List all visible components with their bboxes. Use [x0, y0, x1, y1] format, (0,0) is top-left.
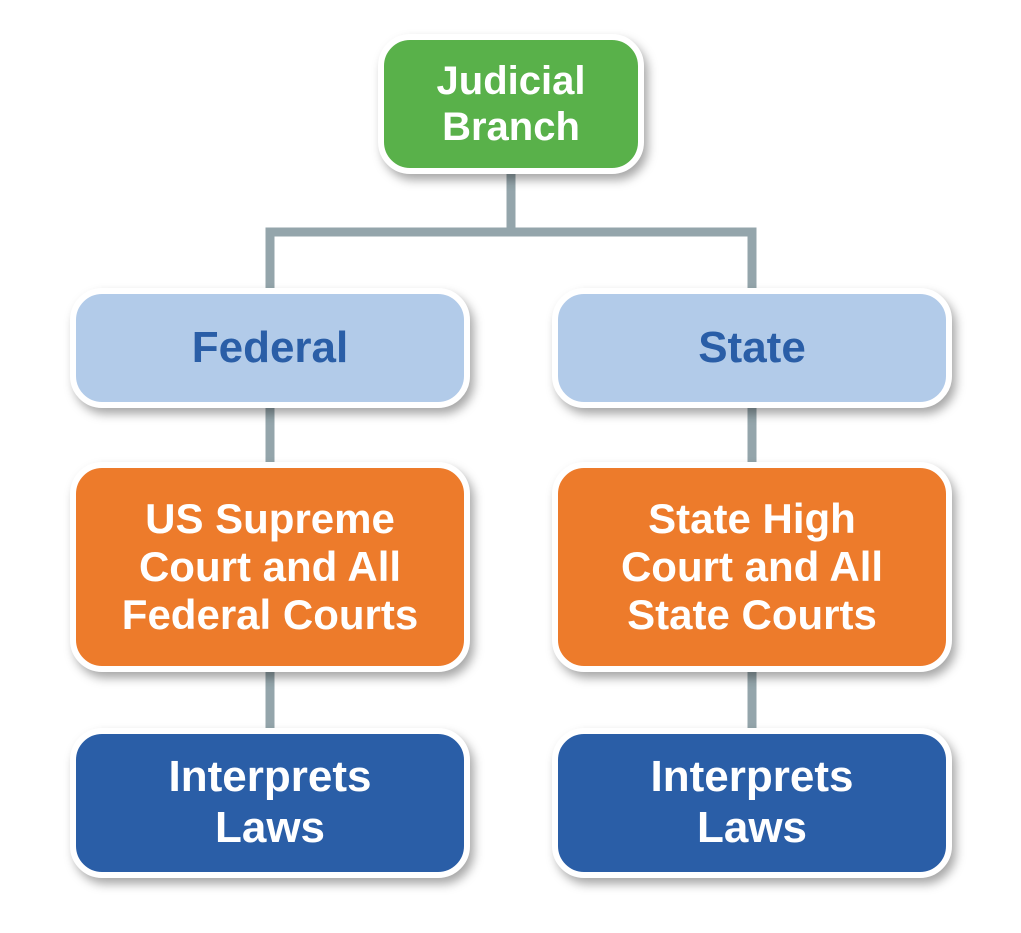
node-label: State [698, 323, 806, 374]
node-state-interprets: Interprets Laws [552, 728, 952, 878]
node-label: US Supreme Court and All Federal Courts [122, 495, 418, 640]
node-label: Federal [192, 323, 349, 374]
node-judicial-branch: Judicial Branch [378, 34, 644, 174]
node-label: State High Court and All State Courts [621, 495, 883, 640]
node-federal-interprets: Interprets Laws [70, 728, 470, 878]
node-label: Interprets Laws [651, 752, 854, 853]
node-label: Interprets Laws [169, 752, 372, 853]
node-state-courts: State High Court and All State Courts [552, 462, 952, 672]
node-label: Judicial Branch [437, 58, 586, 150]
node-state: State [552, 288, 952, 408]
node-federal-courts: US Supreme Court and All Federal Courts [70, 462, 470, 672]
diagram-canvas: Judicial Branch Federal State US Supreme… [0, 0, 1021, 933]
node-federal: Federal [70, 288, 470, 408]
